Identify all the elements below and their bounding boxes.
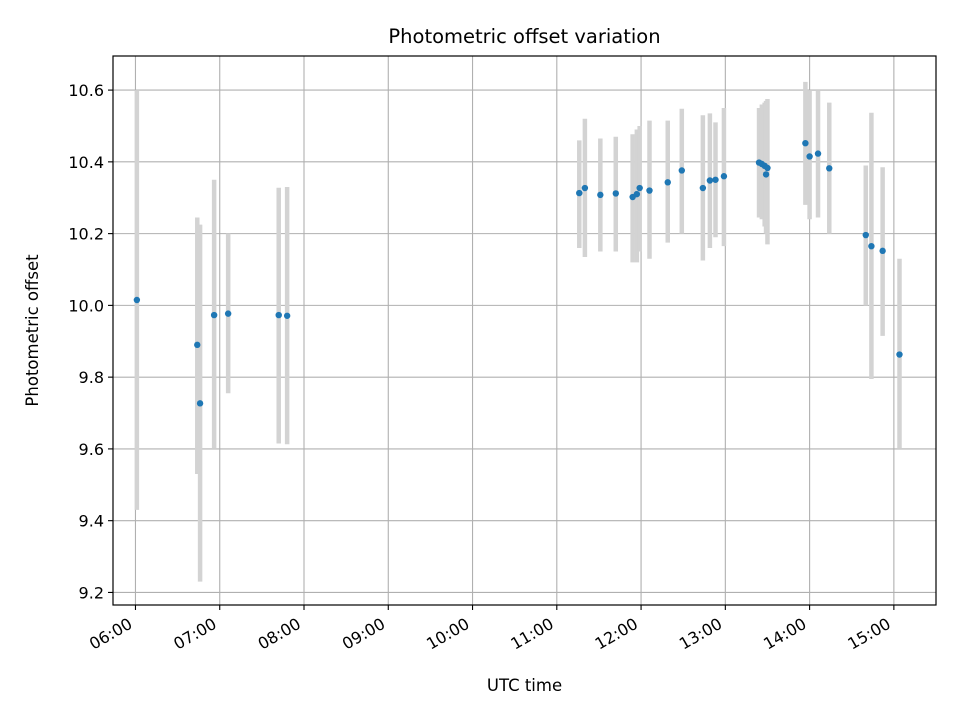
data-point <box>597 191 604 199</box>
y-tick-label: 10.6 <box>68 81 104 100</box>
data-point <box>806 153 813 160</box>
data-point <box>826 165 833 172</box>
data-point <box>636 184 643 192</box>
data-point <box>283 312 291 319</box>
data-point <box>699 184 707 192</box>
data-point <box>646 187 653 194</box>
data-point <box>224 310 232 317</box>
data-point <box>196 400 204 407</box>
data-point <box>581 184 589 192</box>
data-point <box>712 176 719 183</box>
chart-title: Photometric offset variation <box>388 25 660 48</box>
data-point <box>612 190 619 197</box>
data-point <box>762 171 770 178</box>
data-point <box>633 190 641 198</box>
data-point <box>879 247 886 255</box>
plot-frame <box>112 55 937 606</box>
data-point <box>194 341 201 349</box>
x-axis-label: UTC time <box>487 676 562 695</box>
data-point <box>896 351 903 358</box>
data-point <box>706 177 714 184</box>
y-tick-label: 10.0 <box>68 296 104 315</box>
y-axis-ticks: 9.2 9.4 9.6 9.8 10.0 10.2 10.4 10.6 <box>68 81 113 602</box>
y-tick-label: 9.6 <box>79 440 104 459</box>
data-point <box>720 173 728 180</box>
data-points <box>133 139 903 407</box>
y-axis-label: Photometric offset <box>23 254 42 407</box>
y-tick-label: 9.8 <box>79 368 104 387</box>
data-point <box>814 150 822 157</box>
data-point <box>678 167 685 174</box>
data-point <box>802 139 809 147</box>
data-point <box>764 164 771 172</box>
y-tick-label: 9.2 <box>79 583 104 602</box>
data-point <box>862 231 869 239</box>
y-tick-label: 10.4 <box>68 153 104 172</box>
data-point <box>868 242 875 250</box>
data-point <box>664 179 671 186</box>
data-point <box>210 311 218 319</box>
data-point <box>133 296 141 304</box>
data-point <box>275 311 282 319</box>
y-tick-label: 10.2 <box>68 225 104 244</box>
data-point <box>576 189 583 197</box>
y-tick-label: 9.4 <box>79 512 104 531</box>
